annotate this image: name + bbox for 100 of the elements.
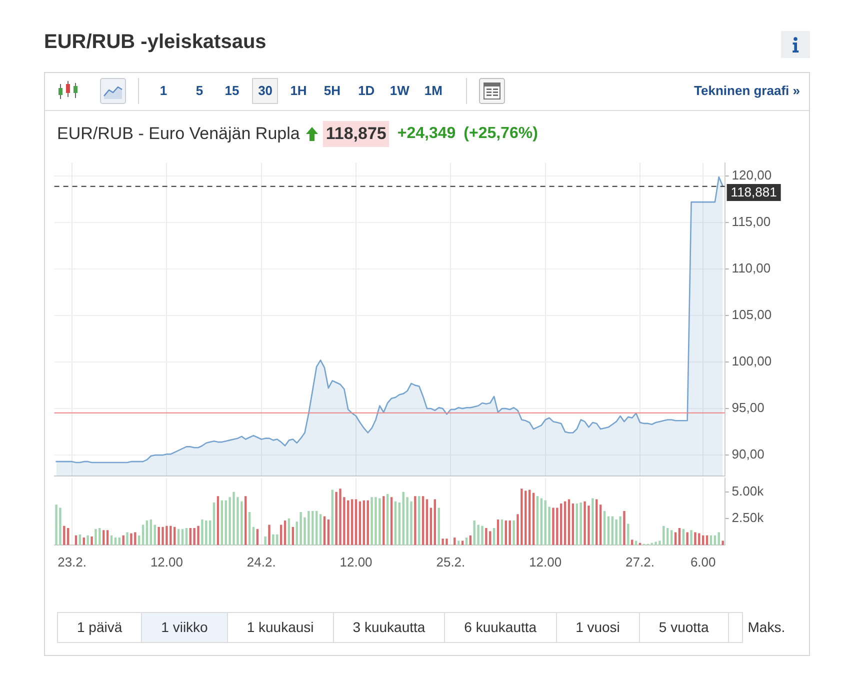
period-button[interactable]: 5 vuotta	[640, 612, 729, 643]
bar	[410, 501, 412, 545]
bar	[118, 538, 120, 545]
bar	[454, 538, 456, 545]
text: 5	[186, 78, 212, 104]
interval-button[interactable]: 30	[252, 78, 278, 104]
bar	[181, 529, 184, 545]
bar	[59, 508, 62, 545]
bar	[698, 533, 700, 545]
bar	[572, 504, 574, 545]
bar	[592, 498, 594, 545]
y-tick-label: 120,00	[732, 168, 772, 183]
text: 1M	[420, 78, 446, 104]
bar	[528, 490, 531, 545]
x-tick-label: 12.00	[150, 554, 183, 570]
period-button[interactable]: 3 kuukautta	[334, 612, 446, 643]
bar	[508, 520, 511, 545]
bar	[312, 510, 314, 545]
bar	[327, 519, 330, 545]
bar	[90, 536, 93, 545]
bar	[268, 524, 270, 545]
bar	[461, 540, 464, 545]
bar	[422, 496, 424, 545]
bar	[473, 520, 476, 545]
period-button[interactable]: 1 vuosi	[556, 612, 640, 643]
bar	[126, 532, 128, 545]
bar	[520, 488, 523, 545]
period-button[interactable]: 6 kuukautta	[445, 612, 557, 643]
chart-title: EUR/RUB - Euro Venäjän Rupla	[57, 124, 300, 144]
bar	[390, 497, 393, 545]
bar	[457, 540, 460, 545]
bar	[366, 500, 369, 545]
bar	[82, 538, 85, 545]
ref-line-label: 118,881	[730, 184, 777, 200]
y-tick-label: 115,00	[732, 214, 771, 230]
bar	[414, 496, 416, 545]
bar	[627, 524, 630, 545]
bar	[434, 499, 436, 545]
bar	[398, 502, 401, 545]
text: Tekninen graafi »	[694, 82, 800, 100]
bar	[576, 504, 578, 545]
bar	[552, 508, 554, 545]
bar	[378, 498, 381, 545]
bar	[350, 499, 354, 545]
bar	[634, 540, 638, 545]
bar	[631, 540, 634, 545]
bar	[544, 500, 546, 545]
bar	[130, 533, 132, 545]
bar	[323, 516, 326, 545]
bar	[611, 516, 614, 545]
bar	[690, 530, 692, 545]
bar	[205, 520, 208, 545]
bar	[158, 526, 160, 545]
bar	[446, 538, 448, 545]
bar	[212, 502, 216, 545]
period-button[interactable]: 1 päivä	[57, 612, 142, 643]
period-button[interactable]: 1 kuukausi	[228, 612, 334, 643]
bar	[102, 530, 105, 545]
bar	[224, 500, 227, 545]
bar	[536, 496, 539, 545]
bar	[308, 510, 310, 545]
bar	[166, 526, 168, 545]
bar	[524, 490, 527, 545]
bar	[197, 526, 200, 545]
bar	[232, 492, 235, 545]
text: 1D	[353, 78, 380, 104]
bar	[162, 526, 164, 545]
bar	[55, 504, 58, 545]
bar	[485, 528, 488, 545]
bar	[339, 488, 342, 545]
quote-badge: 118,875	[322, 121, 390, 147]
bar	[331, 490, 334, 545]
bar	[686, 532, 688, 545]
bar	[106, 530, 109, 545]
x-tick-label: 6.00	[690, 554, 716, 570]
bar	[240, 501, 243, 545]
bar	[292, 526, 294, 545]
bar	[674, 532, 677, 545]
text: (+25,76%)	[464, 125, 538, 143]
x-tick-label: 23.2.	[58, 554, 87, 570]
bar	[666, 528, 669, 545]
bar	[374, 497, 377, 545]
bar	[220, 500, 224, 545]
y-tick-label: 90,00	[732, 446, 764, 462]
bar	[114, 538, 117, 545]
text: 1H	[286, 78, 312, 104]
bar	[477, 524, 480, 545]
bar	[122, 535, 124, 545]
bar	[86, 535, 89, 545]
text: 1	[150, 78, 176, 104]
bar	[442, 538, 444, 545]
bar	[193, 528, 196, 545]
bar	[418, 496, 420, 545]
bar	[134, 532, 136, 545]
bar	[386, 494, 389, 545]
bar	[588, 506, 590, 545]
bar	[264, 536, 266, 545]
period-button[interactable]: 1 viikko	[142, 612, 228, 643]
x-tick-label: 12.00	[340, 554, 372, 570]
bar	[512, 520, 515, 545]
